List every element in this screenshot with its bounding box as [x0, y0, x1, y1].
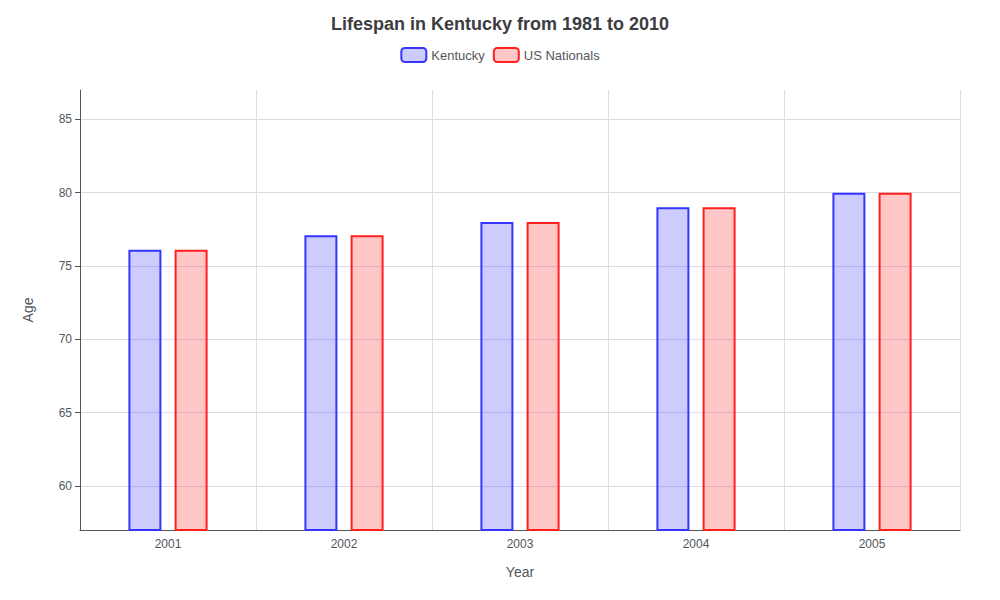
svg-text:Lifespan in Kentucky from 1981: Lifespan in Kentucky from 1981 to 2010	[331, 14, 669, 34]
svg-text:2002: 2002	[331, 537, 358, 551]
svg-text:75: 75	[59, 259, 73, 273]
svg-text:65: 65	[59, 406, 73, 420]
svg-text:2005: 2005	[859, 537, 886, 551]
svg-text:2001: 2001	[155, 537, 182, 551]
svg-text:2003: 2003	[507, 537, 534, 551]
svg-text:70: 70	[59, 332, 73, 346]
svg-text:Year: Year	[506, 564, 535, 580]
svg-text:60: 60	[59, 479, 73, 493]
svg-text:Age: Age	[20, 297, 36, 322]
svg-text:85: 85	[59, 112, 73, 126]
svg-text:US Nationals: US Nationals	[524, 48, 600, 63]
svg-text:Kentucky: Kentucky	[431, 48, 485, 63]
svg-text:80: 80	[59, 186, 73, 200]
svg-text:2004: 2004	[683, 537, 710, 551]
